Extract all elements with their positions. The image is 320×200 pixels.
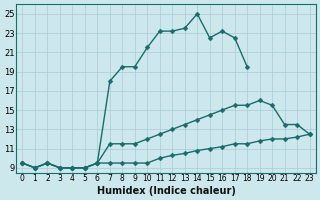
X-axis label: Humidex (Indice chaleur): Humidex (Indice chaleur) [97, 186, 236, 196]
